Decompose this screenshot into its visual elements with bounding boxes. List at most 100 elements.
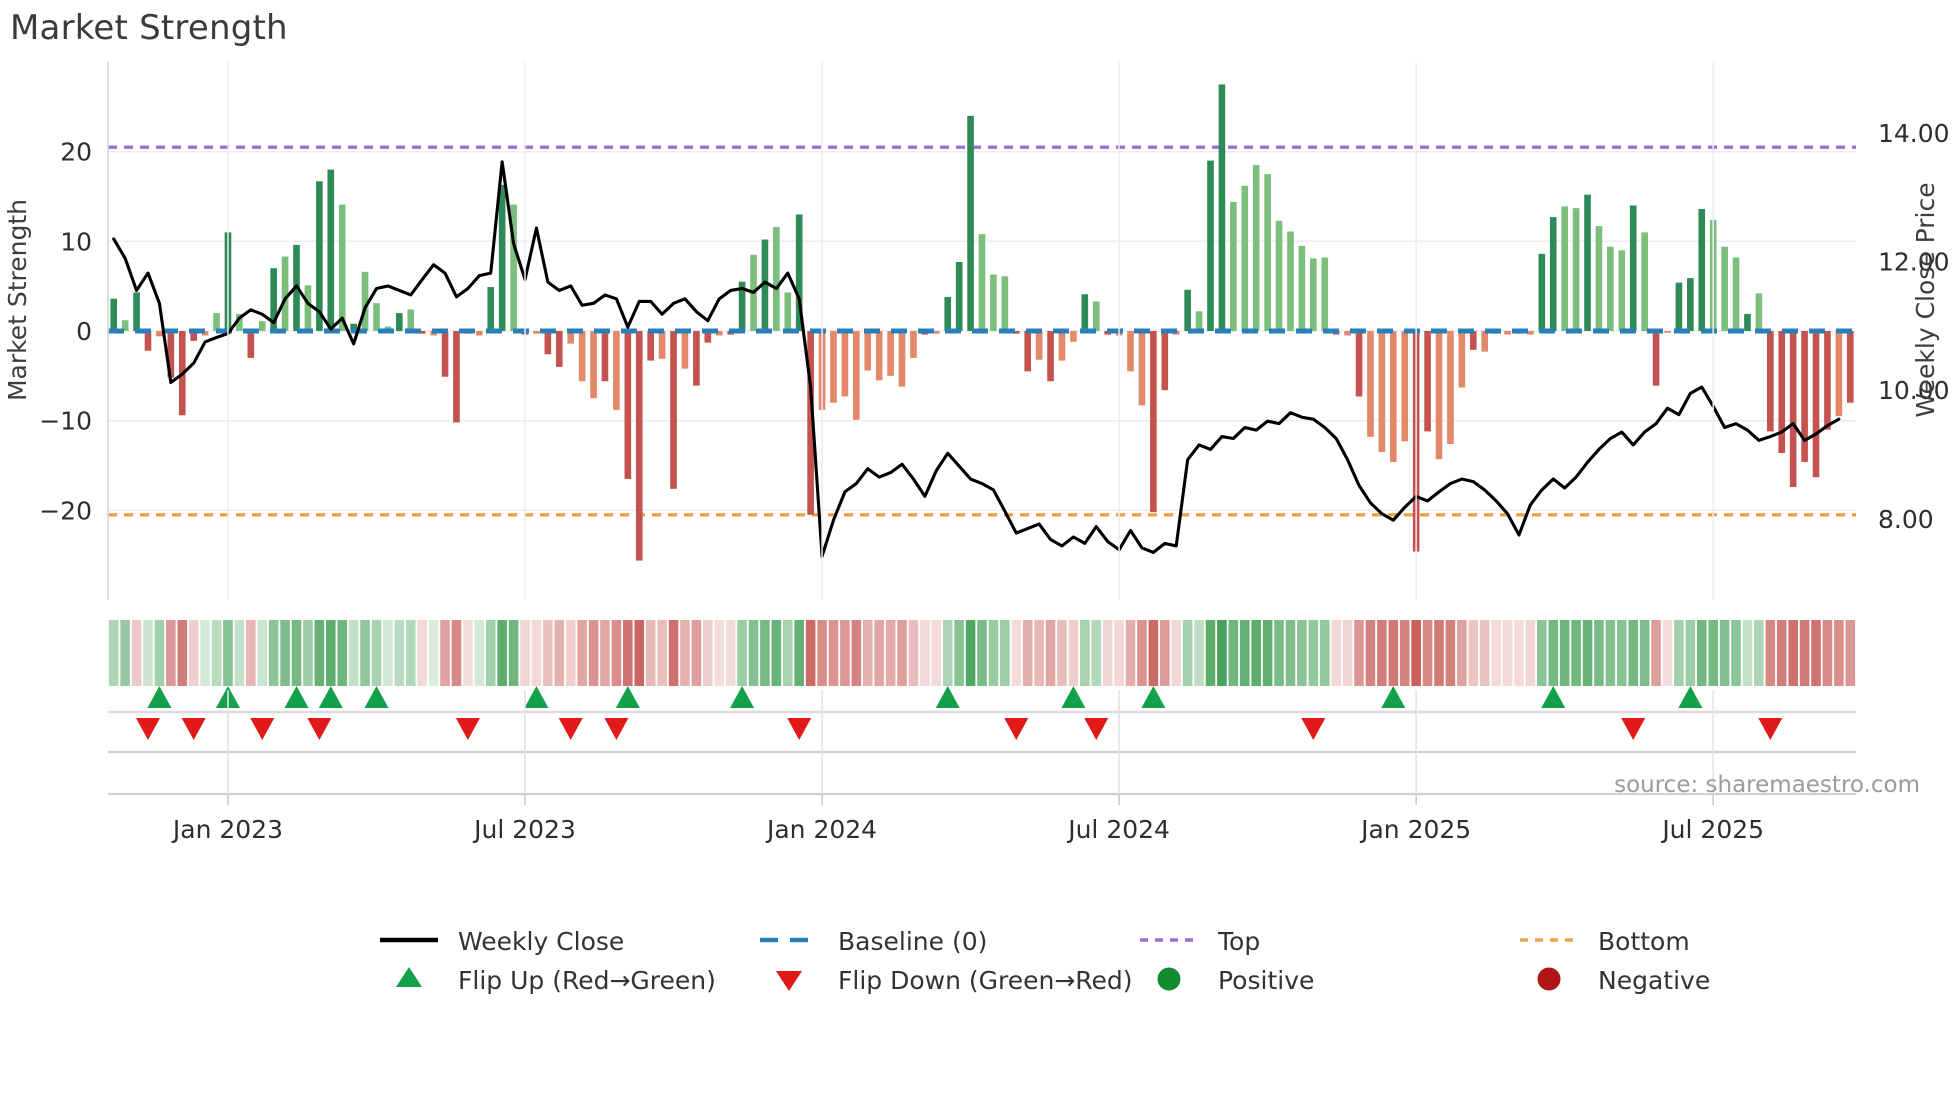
legend-label: Top — [1217, 927, 1260, 956]
heatmap-cell — [1137, 620, 1147, 686]
strength-bar — [1687, 278, 1694, 331]
heatmap-cell — [246, 620, 256, 686]
strength-bar — [1561, 206, 1568, 331]
heatmap-cell — [520, 620, 530, 686]
strength-bar — [1092, 301, 1100, 331]
heatmap-cell — [1651, 620, 1661, 686]
source-label: source: sharemaestro.com — [1614, 772, 1920, 798]
strength-bar — [213, 313, 220, 331]
heatmap-cell — [1571, 620, 1581, 686]
flip-up-marker — [1141, 686, 1166, 708]
heatmap-cell — [1045, 620, 1056, 686]
heatmap-cell — [1468, 620, 1479, 686]
strength-bar — [316, 181, 323, 331]
heatmap-cell — [1000, 620, 1010, 686]
heatmap-cell — [1811, 620, 1821, 686]
strength-bar — [1070, 331, 1077, 342]
heatmap-cell — [748, 620, 759, 686]
strength-bar — [1767, 331, 1774, 432]
heatmap-cell — [1537, 620, 1547, 686]
heatmap-cell — [348, 620, 359, 686]
heatmap-cell — [1434, 620, 1444, 686]
y-tick-label: 0 — [76, 317, 92, 346]
legend-item-bottom: Bottom — [1520, 927, 1690, 956]
heatmap-cell — [383, 620, 393, 686]
legend-swatch-triangle-down-icon — [776, 971, 802, 991]
legend-item-baseline-0: Baseline (0) — [760, 927, 987, 956]
heatmap-cell — [623, 620, 633, 686]
heatmap-cell — [1628, 620, 1639, 686]
legend-item-positive: Positive — [1157, 966, 1314, 995]
flip-up-marker — [524, 686, 549, 708]
heatmap-cell — [1582, 620, 1593, 686]
y-tick-label: 20 — [60, 138, 92, 167]
heatmap-cell — [1057, 620, 1067, 686]
heatmap-cell — [1114, 620, 1124, 686]
heatmap-cell — [782, 620, 793, 686]
heatmap-cell — [634, 620, 645, 686]
heatmap-cell — [965, 620, 976, 686]
flip-down-marker — [604, 718, 629, 740]
heatmap-cell — [977, 620, 987, 686]
heatmap-cell — [1799, 620, 1810, 686]
strength-bar — [1367, 331, 1374, 437]
strength-bar — [475, 331, 483, 336]
strength-bar — [1344, 331, 1351, 336]
strength-bar — [910, 331, 917, 358]
heatmap-cell — [211, 620, 222, 686]
flip-up-marker — [615, 686, 640, 708]
heatmap-cell — [223, 620, 233, 686]
strength-bar — [487, 287, 495, 331]
strength-bar — [590, 331, 597, 399]
bars-layer — [110, 84, 1854, 561]
strength-bar — [247, 331, 255, 358]
legend-layer: Weekly Close Baseline (0) Top Bottom Flip Up… — [380, 927, 1710, 995]
strength-bar — [1538, 253, 1546, 331]
heatmap-cell — [1616, 620, 1627, 686]
page-title: Market Strength — [10, 8, 288, 48]
strength-bar — [121, 320, 129, 331]
heatmap-cell — [497, 620, 507, 686]
strength-bar — [807, 331, 814, 515]
strength-bar — [887, 331, 894, 376]
strength-bar — [955, 261, 963, 331]
strength-bar — [795, 214, 803, 331]
heatmap-cell — [1331, 620, 1341, 686]
heatmap-cell — [1217, 620, 1227, 686]
y-tick-label: −20 — [39, 496, 92, 525]
heatmap-cell — [1125, 620, 1136, 686]
strength-bar — [361, 271, 369, 331]
legend-label: Weekly Close — [458, 927, 624, 956]
heatmap-cell — [1662, 620, 1673, 686]
heatmap-cell — [1834, 620, 1844, 686]
heatmap-cell — [485, 620, 496, 686]
strength-bar — [1801, 331, 1808, 462]
legend-label: Negative — [1598, 966, 1710, 995]
strength-bar — [1012, 331, 1020, 334]
strength-bar — [144, 331, 152, 351]
heatmap-cell — [1639, 620, 1650, 686]
heatmap-cell — [314, 620, 325, 686]
y-axis-ticks-layer: 20 10 0 −10 −20 — [39, 138, 92, 526]
x-tick-label: Jan 2025 — [1359, 815, 1471, 844]
strength-bar — [681, 331, 689, 369]
flip-down-marker — [181, 718, 206, 740]
strength-bar — [1721, 246, 1728, 331]
flip-up-marker — [1381, 686, 1406, 708]
strength-bar — [1469, 331, 1477, 350]
y2-axis-ticks-layer: 14.00 12.00 10.00 8.00 — [1878, 119, 1950, 534]
heatmap-cell — [1445, 620, 1456, 686]
flip-down-marker — [1004, 718, 1029, 740]
heatmap-cell — [1548, 620, 1559, 686]
heatmap-cell — [714, 620, 725, 686]
strength-bar — [258, 321, 266, 331]
flip-down-marker — [1301, 718, 1326, 740]
strength-bar — [670, 331, 677, 489]
strength-bar — [1504, 331, 1511, 335]
heatmap-cell — [257, 620, 268, 686]
strength-bar — [1287, 231, 1294, 331]
legend-swatch-circle-icon — [1537, 967, 1561, 991]
legend-item-negative: Negative — [1537, 966, 1710, 995]
strength-bar — [1424, 331, 1431, 432]
